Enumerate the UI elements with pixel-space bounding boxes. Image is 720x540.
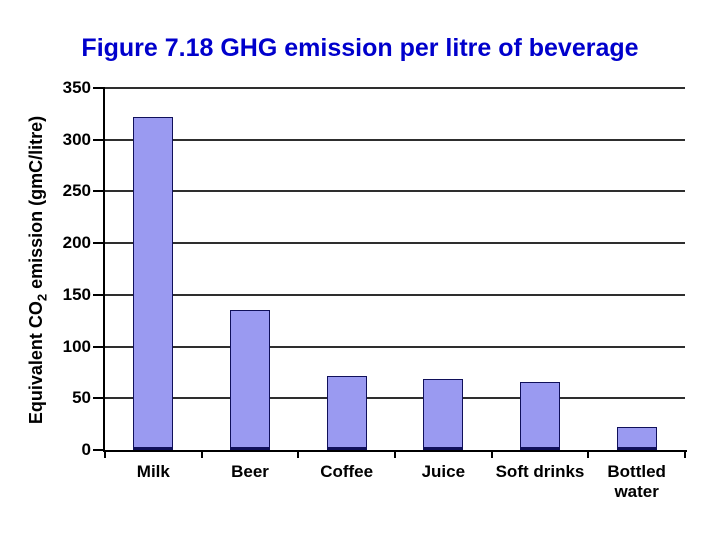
gridline-350 xyxy=(105,87,685,89)
x-cat-label-beer: Beer xyxy=(231,462,269,481)
x-tick-mark-4 xyxy=(490,450,493,458)
y-tick-mark-350 xyxy=(93,87,105,89)
gridline-100 xyxy=(105,345,685,348)
bar-coffee xyxy=(326,376,367,450)
plot-area: 0 50 100 150 200 250 300 350 Milk Beer Coffee Juice… xyxy=(63,79,687,501)
y-tick-label-250: 250 xyxy=(62,181,91,201)
y-tick-mark-100 xyxy=(93,345,105,348)
x-cat-label-milk: Milk xyxy=(136,462,170,481)
bar-beer xyxy=(230,310,270,450)
y-tick-mark-50 xyxy=(93,397,105,400)
bar-bottled-water xyxy=(616,427,657,450)
gridline-150 xyxy=(105,293,685,296)
gridline-250 xyxy=(105,190,685,193)
x-tick-mark-0 xyxy=(104,450,106,458)
chart-title: Figure 7.18 GHG emission per litre of be… xyxy=(81,34,639,62)
y-tick-label-350: 350 xyxy=(62,78,91,97)
x-cat-label-juice: Juice xyxy=(421,462,466,481)
bar-soft-drinks xyxy=(520,382,560,450)
y-tick-mark-200 xyxy=(93,242,105,245)
bar-milk xyxy=(133,117,174,450)
gridline-300 xyxy=(105,138,685,141)
y-tick-label-300: 300 xyxy=(62,129,91,149)
x-tick-mark-5 xyxy=(587,450,590,458)
y-tick-label-200: 200 xyxy=(62,233,91,253)
x-cat-label-bottled-water: Bottled water xyxy=(607,462,666,502)
x-cat-label-soft-drinks: Soft drinks xyxy=(495,462,585,481)
y-tick-label-100: 100 xyxy=(62,336,91,356)
y-axis-line xyxy=(103,88,105,452)
y-tick-mark-250 xyxy=(93,190,105,193)
y-tick-mark-300 xyxy=(93,138,105,141)
x-tick-mark-6 xyxy=(684,450,686,458)
x-tick-mark-1 xyxy=(200,450,203,458)
x-cat-label-coffee: Coffee xyxy=(320,462,374,481)
y-tick-label-150: 150 xyxy=(62,284,91,304)
x-tick-mark-3 xyxy=(394,450,396,458)
y-tick-mark-0 xyxy=(93,449,105,451)
y-tick-label-50: 50 xyxy=(72,388,91,408)
gridline-200 xyxy=(105,242,685,245)
y-tick-mark-150 xyxy=(93,293,105,296)
x-tick-mark-2 xyxy=(297,450,300,458)
y-tick-label-0: 0 xyxy=(81,440,91,459)
gridline-50 xyxy=(105,397,685,400)
bar-juice xyxy=(423,379,464,450)
